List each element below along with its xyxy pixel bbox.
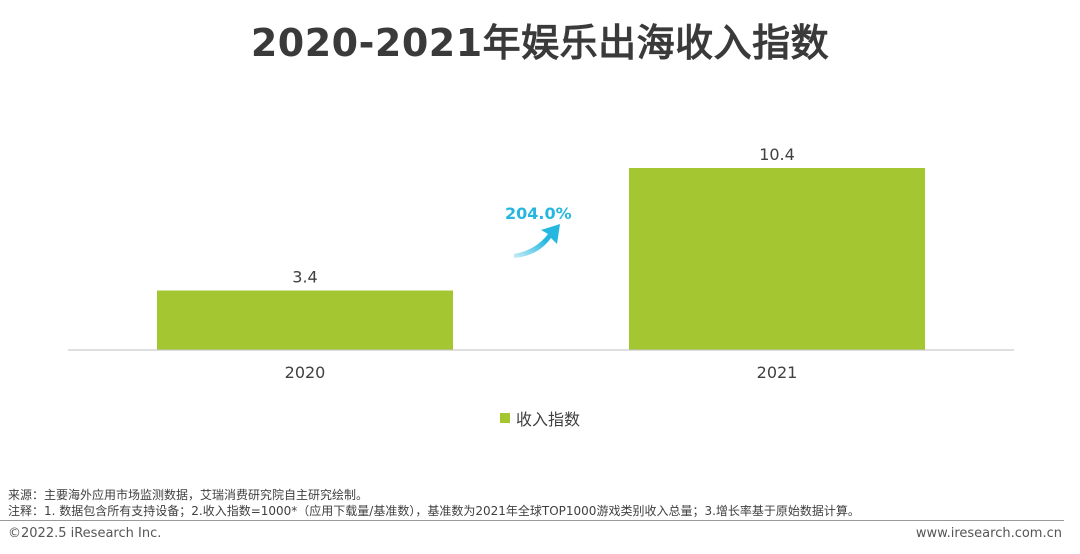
source-note: 来源：主要海外应用市场监测数据，艾瑞消费研究院自主研究绘制。: [8, 488, 369, 502]
x-tick-2021: 2021: [757, 363, 798, 382]
chart-title: 2020-2021年娱乐出海收入指数: [250, 21, 830, 65]
footnote: 注释：1. 数据包含所有支持设备；2.收入指数=1000*（应用下载量/基准数）…: [8, 504, 860, 518]
bar-2020: [157, 290, 453, 350]
growth-arrow-icon: [514, 224, 560, 258]
x-tick-2020: 2020: [285, 363, 326, 382]
data-label-2021: 10.4: [759, 145, 795, 164]
website-link[interactable]: www.iresearch.com.cn: [915, 526, 1062, 541]
bar-2021: [629, 168, 925, 350]
legend-label: 收入指数: [516, 410, 581, 429]
chart-legend: 收入指数: [500, 407, 580, 429]
legend-swatch: [500, 413, 510, 423]
data-label-2020: 3.4: [292, 268, 317, 287]
growth-rate-label: 204.0%: [505, 204, 572, 223]
copyright: ©2022.5 iResearch Inc.: [8, 526, 162, 541]
bar-chart: 3.4 10.4 2020 2021: [68, 145, 1014, 382]
footer-divider: [0, 520, 1064, 521]
